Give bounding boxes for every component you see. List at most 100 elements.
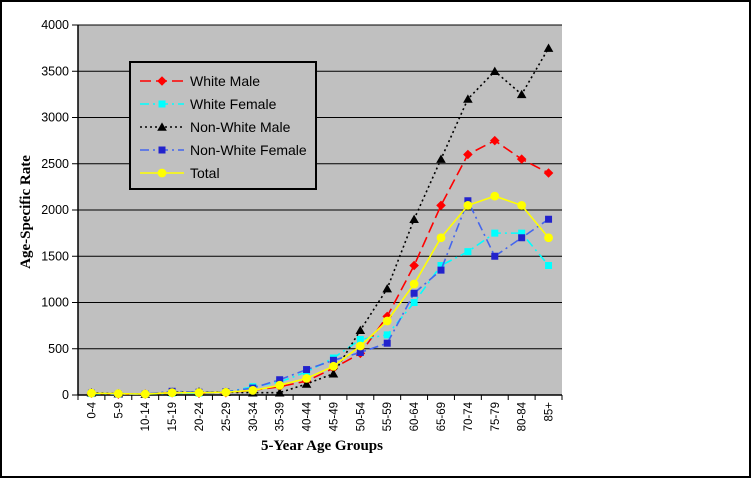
legend-marker-icon bbox=[140, 100, 184, 107]
y-tick-label: 4000 bbox=[41, 18, 69, 32]
data-point-white-male bbox=[516, 154, 527, 164]
legend-marker-icon bbox=[140, 146, 184, 153]
legend-label: Non-White Male bbox=[190, 118, 291, 135]
y-tick-label: 1500 bbox=[41, 249, 69, 263]
data-point-white-male bbox=[409, 260, 419, 271]
data-point-non-white-male bbox=[463, 94, 473, 103]
data-point-non-white-male bbox=[543, 43, 554, 52]
x-tick-label: 40-44 bbox=[302, 401, 314, 431]
x-tick-label: 0-4 bbox=[86, 401, 98, 418]
y-tick-label: 2000 bbox=[41, 203, 69, 217]
data-point-total bbox=[87, 388, 96, 398]
x-tick-label: 60-64 bbox=[409, 401, 421, 431]
x-tick-label: 20-24 bbox=[194, 401, 206, 431]
x-tick-label: 25-29 bbox=[221, 402, 233, 431]
x-tick-label: 70-74 bbox=[463, 401, 475, 431]
series-line-non-white-female bbox=[91, 198, 550, 395]
legend-label: White Female bbox=[190, 95, 277, 112]
data-point-non-white-female bbox=[437, 266, 445, 274]
data-point-non-white-male bbox=[409, 214, 419, 224]
series-line-total bbox=[91, 195, 550, 395]
x-tick-label: 35-39 bbox=[275, 402, 287, 431]
data-point-total bbox=[517, 200, 527, 210]
y-tick-label: 1000 bbox=[41, 296, 69, 310]
data-point-total bbox=[490, 191, 500, 201]
legend-item: Total bbox=[139, 161, 309, 184]
legend: White Male White Female Non-White Male Non-… bbox=[129, 61, 317, 190]
data-point-total bbox=[436, 233, 446, 243]
data-point-non-white-female bbox=[329, 356, 337, 364]
legend-marker-icon bbox=[140, 168, 184, 177]
data-point-non-white-male bbox=[355, 325, 366, 335]
data-point-non-white-male bbox=[301, 379, 312, 388]
legend-item: Non-White Female bbox=[139, 138, 309, 161]
x-tick-label: 30-34 bbox=[248, 401, 260, 431]
data-point-non-white-male bbox=[328, 369, 339, 378]
data-point-non-white-male bbox=[274, 388, 285, 397]
x-tick-label: 65-69 bbox=[436, 402, 448, 431]
data-point-total bbox=[113, 389, 123, 399]
x-tick-label: 45-49 bbox=[328, 402, 340, 431]
x-axis-title: 5-Year Age Groups bbox=[261, 438, 383, 454]
data-point-total bbox=[355, 341, 365, 351]
series-total bbox=[87, 191, 553, 399]
y-tick-label: 3500 bbox=[41, 64, 69, 78]
data-point-white-female bbox=[356, 336, 364, 343]
y-tick-label: 500 bbox=[48, 342, 69, 356]
data-point-total bbox=[409, 279, 419, 289]
data-point-white-female bbox=[545, 262, 553, 269]
data-point-non-white-female bbox=[303, 366, 311, 374]
data-point-total bbox=[275, 380, 285, 390]
legend-marker-icon bbox=[140, 121, 184, 131]
data-point-white-male bbox=[436, 200, 446, 211]
legend-item: Non-White Male bbox=[139, 115, 309, 138]
data-point-total bbox=[248, 385, 258, 395]
data-point-non-white-male bbox=[436, 154, 446, 163]
legend-label: Total bbox=[190, 164, 220, 181]
data-point-white-male bbox=[489, 135, 500, 146]
legend-label: White Male bbox=[190, 72, 261, 89]
data-point-non-white-female bbox=[464, 197, 472, 205]
x-tick-label: 50-54 bbox=[355, 401, 367, 431]
legend-marker-icon bbox=[140, 75, 184, 86]
series-line-white-male bbox=[91, 139, 549, 395]
x-tick-label: 10-14 bbox=[140, 401, 152, 431]
data-point-white-male bbox=[543, 168, 554, 178]
data-point-white-male bbox=[463, 149, 473, 160]
data-point-total bbox=[194, 388, 204, 398]
data-point-white-female bbox=[410, 299, 418, 306]
x-tick-label: 55-59 bbox=[382, 402, 394, 431]
data-point-non-white-female bbox=[356, 348, 364, 356]
data-point-white-female bbox=[464, 248, 472, 256]
x-tick-label: 5-9 bbox=[113, 402, 125, 419]
legend-item: White Male bbox=[139, 69, 309, 92]
x-tick-label: 75-79 bbox=[490, 402, 502, 431]
data-point-non-white-female bbox=[276, 376, 284, 384]
data-point-total bbox=[221, 387, 231, 397]
data-point-non-white-female bbox=[410, 289, 418, 297]
data-point-total bbox=[544, 233, 553, 243]
data-point-non-white-female bbox=[518, 234, 526, 242]
data-point-total bbox=[329, 361, 338, 371]
data-point-total bbox=[140, 389, 150, 399]
legend-label: Non-White Female bbox=[190, 141, 307, 158]
y-tick-label: 3000 bbox=[41, 111, 69, 125]
data-point-non-white-male bbox=[516, 89, 527, 99]
legend-item: White Female bbox=[139, 92, 309, 115]
y-tick-label: 0 bbox=[62, 388, 69, 402]
data-point-white-female bbox=[383, 331, 391, 339]
y-tick-label: 2500 bbox=[41, 157, 69, 171]
data-point-total bbox=[382, 316, 392, 326]
data-point-non-white-female bbox=[545, 215, 553, 223]
data-point-total bbox=[167, 388, 177, 398]
data-point-white-female bbox=[518, 229, 526, 237]
data-point-non-white-male bbox=[489, 66, 500, 76]
y-axis-title: Age-Specific Rate bbox=[18, 155, 34, 269]
data-point-total bbox=[463, 200, 473, 210]
data-point-white-female bbox=[491, 229, 499, 237]
x-tick-label: 15-19 bbox=[167, 402, 179, 431]
data-point-total bbox=[302, 373, 311, 383]
data-point-non-white-male bbox=[382, 284, 393, 293]
